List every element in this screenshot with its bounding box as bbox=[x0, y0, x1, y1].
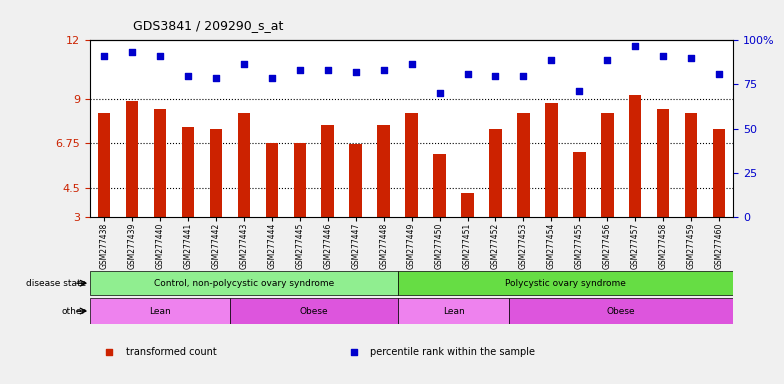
Bar bbox=[98, 113, 111, 217]
Bar bbox=[461, 194, 474, 217]
Text: disease state: disease state bbox=[26, 279, 86, 288]
Point bbox=[238, 61, 250, 67]
Point bbox=[545, 57, 557, 63]
Text: Polycystic ovary syndrome: Polycystic ovary syndrome bbox=[505, 279, 626, 288]
Bar bbox=[601, 113, 614, 217]
Bar bbox=[545, 103, 557, 217]
Bar bbox=[90, 271, 397, 295]
Text: Lean: Lean bbox=[149, 306, 171, 316]
Point bbox=[434, 90, 446, 96]
Point bbox=[581, 131, 593, 137]
Bar bbox=[350, 144, 362, 217]
Point bbox=[377, 67, 390, 73]
Bar bbox=[397, 271, 733, 295]
Bar bbox=[182, 127, 194, 217]
Text: percentile rank within the sample: percentile rank within the sample bbox=[370, 347, 535, 357]
Bar bbox=[377, 125, 390, 217]
Bar bbox=[510, 298, 733, 324]
Text: GDS3841 / 209290_s_at: GDS3841 / 209290_s_at bbox=[133, 19, 284, 32]
Point bbox=[489, 73, 502, 79]
Bar bbox=[266, 143, 278, 217]
Text: other: other bbox=[62, 306, 86, 316]
Point bbox=[98, 53, 111, 59]
Bar bbox=[321, 125, 334, 217]
Bar bbox=[629, 95, 641, 217]
Point bbox=[461, 71, 474, 77]
Bar bbox=[230, 298, 397, 324]
Bar bbox=[405, 113, 418, 217]
Text: Obese: Obese bbox=[607, 306, 636, 316]
Point bbox=[321, 67, 334, 73]
Bar bbox=[713, 129, 725, 217]
Bar bbox=[397, 298, 510, 324]
Point bbox=[125, 49, 138, 55]
Point bbox=[266, 74, 278, 81]
Text: Obese: Obese bbox=[299, 306, 328, 316]
Bar bbox=[90, 298, 230, 324]
Point bbox=[517, 73, 530, 79]
Bar bbox=[293, 143, 306, 217]
Bar bbox=[489, 129, 502, 217]
Point bbox=[350, 69, 362, 75]
Text: Lean: Lean bbox=[443, 306, 464, 316]
Bar bbox=[685, 113, 698, 217]
Text: transformed count: transformed count bbox=[125, 347, 216, 357]
Point bbox=[573, 88, 586, 94]
Point bbox=[293, 67, 306, 73]
Bar bbox=[209, 129, 222, 217]
Point bbox=[685, 55, 698, 61]
Point bbox=[209, 74, 222, 81]
Point bbox=[154, 53, 166, 59]
Point bbox=[713, 71, 725, 77]
Bar bbox=[434, 154, 446, 217]
Point bbox=[601, 57, 614, 63]
Bar bbox=[154, 109, 166, 217]
Point bbox=[405, 61, 418, 67]
Point bbox=[657, 53, 670, 59]
Point bbox=[629, 43, 641, 49]
Point bbox=[182, 73, 194, 79]
Text: Control, non-polycystic ovary syndrome: Control, non-polycystic ovary syndrome bbox=[154, 279, 334, 288]
Bar bbox=[238, 113, 250, 217]
Bar bbox=[657, 109, 670, 217]
Bar bbox=[125, 101, 138, 217]
Bar bbox=[573, 152, 586, 217]
Bar bbox=[517, 113, 530, 217]
